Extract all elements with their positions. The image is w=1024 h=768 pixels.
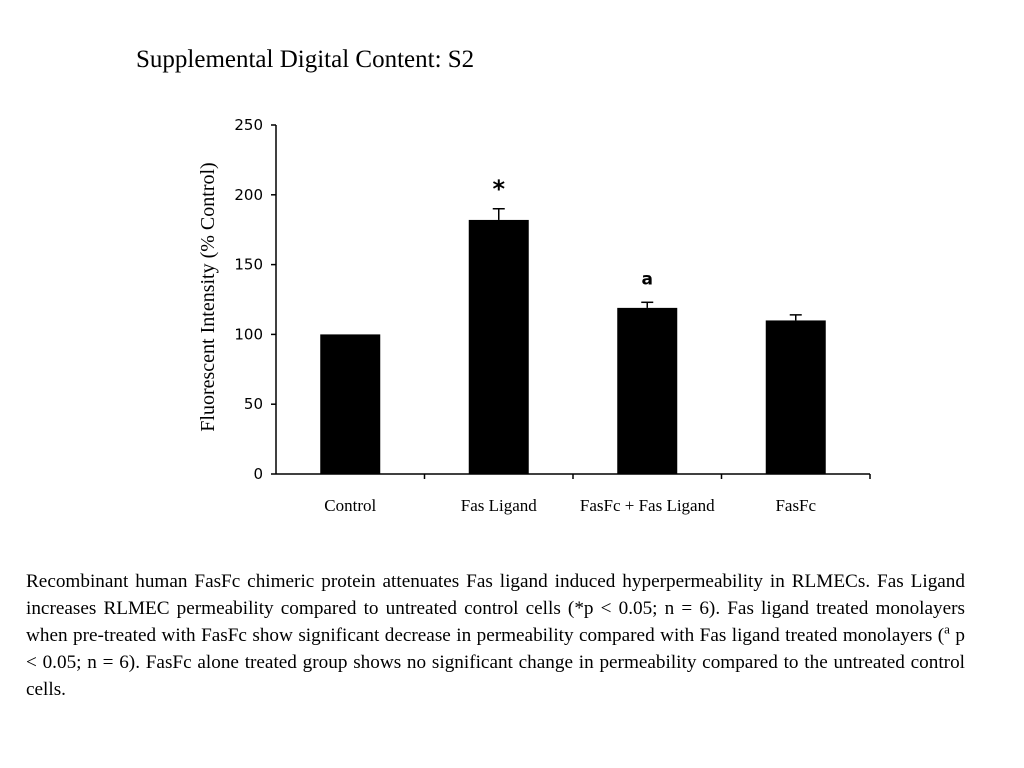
y-axis-label: Fluorescent Intensity (% Control) <box>197 162 219 431</box>
bar <box>765 320 826 474</box>
caption-part2: p < 0.05; n = 6). FasFc alone treated gr… <box>26 625 965 700</box>
significance-annotation: * <box>492 175 505 203</box>
y-axis: 0 50 100 150 200 250 <box>234 116 277 483</box>
x-axis <box>276 473 871 479</box>
bar <box>320 334 381 474</box>
category-label: Control <box>324 496 376 515</box>
y-tick-label: 0 <box>253 465 263 483</box>
slide-title: Supplemental Digital Content: S2 <box>136 46 475 73</box>
category-label: Fas Ligand <box>461 496 538 515</box>
y-tick-label: 150 <box>234 256 263 274</box>
caption-part1: Recombinant human FasFc chimeric protein… <box>26 571 965 646</box>
category-label: FasFc + Fas Ligand <box>580 496 715 515</box>
caption-superscript: a <box>944 621 950 637</box>
bars: *a <box>320 175 826 474</box>
y-tick-label: 50 <box>244 395 263 413</box>
category-labels: Control Fas Ligand FasFc + Fas Ligand FasFc <box>324 496 816 515</box>
bar <box>617 307 678 474</box>
y-tick-label: 250 <box>234 116 263 134</box>
bar <box>468 219 529 474</box>
y-tick-label: 100 <box>234 325 263 343</box>
category-label: FasFc <box>775 496 816 515</box>
figure-caption: Recombinant human FasFc chimeric protein… <box>26 568 965 703</box>
significance-annotation: a <box>642 269 653 289</box>
y-tick-label: 200 <box>234 186 263 204</box>
